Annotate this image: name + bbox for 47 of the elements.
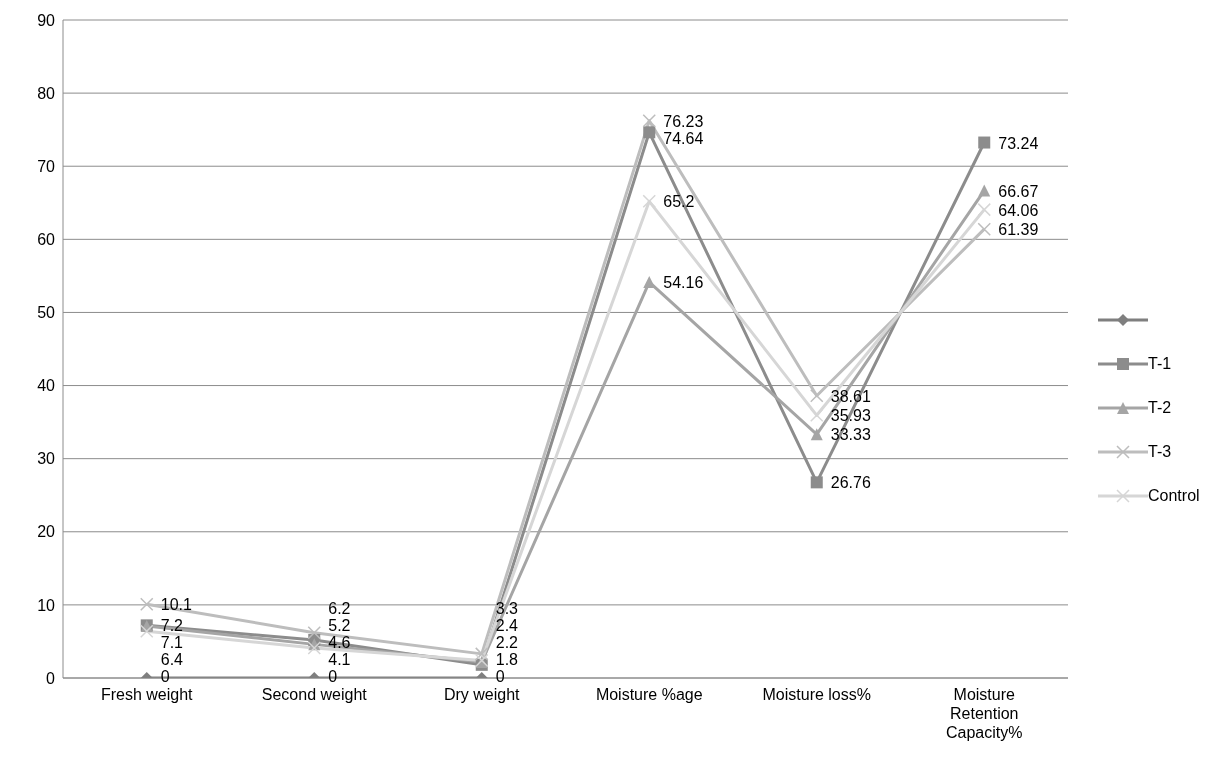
x-tick-label: Dry weight [443,686,521,703]
data-label: 65.2 [663,193,695,211]
legend-label: T-3 [1148,443,1172,461]
data-label: 74.64 [663,129,704,147]
data-label: 54.16 [663,274,704,292]
x-tick-label: Moisture Retention Capacity% [946,686,1023,741]
data-label: 66.67 [998,182,1039,200]
data-label: 4.1 [328,651,351,668]
data-label: 6.2 [328,600,351,617]
legend-label: Control [1148,487,1200,505]
data-label: 0 [160,668,170,685]
data-label: 7.1 [160,634,184,651]
legend-label: T-2 [1148,399,1172,417]
data-label: 35.93 [830,407,871,425]
data-label: 61.39 [998,221,1039,239]
y-tick-label: 80 [37,84,56,102]
data-label: 0 [328,668,338,685]
y-tick-label: 30 [37,450,56,468]
data-label: 76.23 [663,112,704,130]
data-label: 6.4 [160,651,184,668]
data-label: 2.2 [495,634,519,651]
y-tick-label: 70 [37,157,56,175]
y-tick-label: 10 [37,596,56,614]
y-tick-label: 60 [37,231,56,249]
data-label: 7.2 [160,617,184,634]
data-label: 33.33 [830,426,871,444]
data-label: 1.8 [495,651,519,668]
y-tick-label: 20 [37,523,56,541]
y-tick-label: 40 [37,377,56,395]
y-tick-label: 0 [46,669,56,687]
x-tick-label: Moisture %age [595,686,703,703]
data-label: 10.1 [160,596,192,614]
x-tick-label: Fresh weight [100,686,194,703]
data-label: 26.76 [830,474,871,492]
x-tick-label: Moisture loss% [762,686,871,703]
data-label: 4.6 [328,634,351,651]
data-label: 3.3 [495,600,519,617]
x-tick-label: Second weight [261,686,368,703]
legend-label: T-1 [1148,355,1172,373]
y-tick-label: 90 [37,11,56,29]
data-label: 64.06 [998,201,1039,219]
data-label: 0 [495,668,505,685]
data-label: 2.4 [495,617,519,634]
data-label: 38.61 [830,387,871,405]
y-tick-label: 50 [37,304,56,322]
data-label: 73.24 [998,134,1039,152]
data-label: 5.2 [328,617,351,634]
